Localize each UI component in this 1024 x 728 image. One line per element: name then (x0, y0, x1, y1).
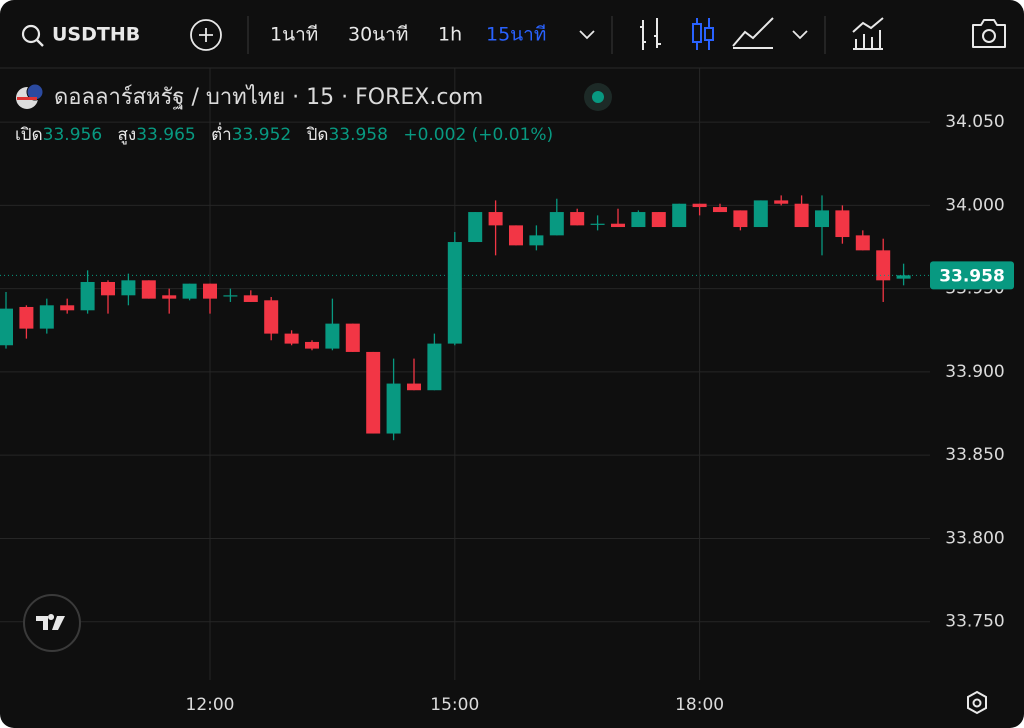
candle-body (121, 280, 136, 296)
candle-body (407, 383, 421, 391)
ohlc-label: สูง (117, 125, 137, 145)
candle-body (284, 333, 299, 344)
y-tick-label: 34.000 (945, 195, 1004, 215)
candle-body (264, 300, 279, 334)
settings[interactable] (967, 690, 987, 715)
add-symbol[interactable] (190, 19, 222, 51)
candle-body (386, 383, 401, 434)
snapshot[interactable] (972, 19, 1006, 48)
logo (36, 614, 65, 630)
candle-body (203, 283, 217, 299)
plot-area: 33.75033.80033.85033.90033.95034.00034.0… (0, 68, 1014, 715)
ohlc-label: ต่ำ (211, 125, 232, 145)
y-tick-label: 33.750 (945, 612, 1004, 632)
y-tick-label: 33.850 (945, 445, 1004, 465)
candle-body (713, 207, 727, 213)
search-icon (36, 39, 44, 47)
candle-body (182, 283, 197, 299)
add-symbol (199, 28, 213, 42)
x-tick-label: 18:00 (675, 695, 724, 715)
ohlc-value: 33.965 (136, 125, 196, 145)
candle-body (60, 305, 75, 311)
ohlc-value: 33.958 (328, 125, 388, 145)
candle-body (325, 323, 340, 349)
candle-body (447, 242, 462, 344)
candle-body (488, 212, 503, 226)
candle-body (427, 343, 442, 391)
y-tick-label: 33.800 (945, 528, 1004, 548)
symbol[interactable]: USDTHB (52, 24, 140, 46)
candle-body (631, 212, 646, 228)
ohlc-legend: เปิด33.956 สูง33.965 ต่ำ33.952 ปิด33.958… (15, 121, 563, 148)
ohlc-label: เปิด (15, 125, 43, 145)
market-status (592, 91, 604, 103)
last-price-label: 33.958 (939, 266, 1005, 286)
candle-body (896, 275, 911, 279)
candle-body (876, 250, 891, 281)
candle-body (855, 235, 870, 251)
x-tick-label: 12:00 (186, 695, 235, 715)
candle-body (590, 223, 605, 225)
search-icon[interactable] (21, 24, 41, 44)
interval-button[interactable]: 15นาที (486, 24, 546, 46)
candle-body (815, 210, 829, 228)
flag-us (17, 97, 37, 100)
logo[interactable] (23, 594, 81, 652)
y-tick-label: 33.900 (945, 362, 1004, 382)
interval-button[interactable]: 1h (438, 24, 462, 46)
candle-body (345, 323, 360, 352)
interval-group: 1นาที 30นาที 1h 15นาที (270, 24, 546, 46)
candle-body (0, 308, 13, 346)
ohlc-label: ปิด (306, 125, 329, 145)
last-price-badge (930, 261, 1014, 290)
snapshot (982, 29, 996, 43)
candle-body (692, 203, 707, 208)
interval-button[interactable]: 30นาที (348, 24, 408, 46)
y-tick-label: 34.050 (945, 112, 1004, 132)
candle-body (672, 203, 687, 228)
change: +0.002 (+0.01%) (403, 125, 554, 145)
candle-body (611, 223, 625, 228)
candle-body (794, 203, 809, 228)
bar-style[interactable] (640, 18, 661, 50)
ohlc-value: 33.956 (42, 125, 103, 145)
interval-menu[interactable] (579, 30, 595, 40)
interval-button[interactable]: 1นาที (270, 24, 318, 46)
candle-body (549, 212, 564, 236)
candle-body (468, 212, 483, 243)
area-style[interactable] (732, 17, 774, 49)
indicators[interactable] (852, 17, 884, 50)
candle-body (19, 306, 34, 329)
candle-body (243, 295, 258, 302)
candle-body (570, 212, 585, 226)
candle-body (753, 200, 768, 228)
candle-body (774, 200, 789, 204)
style-menu[interactable] (792, 30, 808, 40)
candle-body (509, 225, 523, 246)
candle-body (162, 295, 177, 299)
candle-body (366, 351, 381, 434)
candle-body (80, 281, 95, 311)
x-tick-label: 15:00 (430, 695, 479, 715)
chart-title: ดอลลาร์สหรัฐ / บาทไทย · 15 · FOREX.com (54, 84, 483, 110)
candle-body (39, 305, 54, 329)
candle-style (704, 27, 714, 41)
candle-body (733, 210, 748, 228)
candle-body (529, 235, 544, 246)
ohlc-value: 33.952 (231, 125, 292, 145)
candle-style (692, 23, 702, 43)
candle-body (101, 281, 115, 296)
candle-body (651, 212, 666, 228)
candle-body (223, 295, 238, 297)
candle-body (835, 210, 850, 238)
candle-body (305, 341, 319, 349)
candle-body (141, 280, 156, 299)
settings (972, 698, 982, 708)
